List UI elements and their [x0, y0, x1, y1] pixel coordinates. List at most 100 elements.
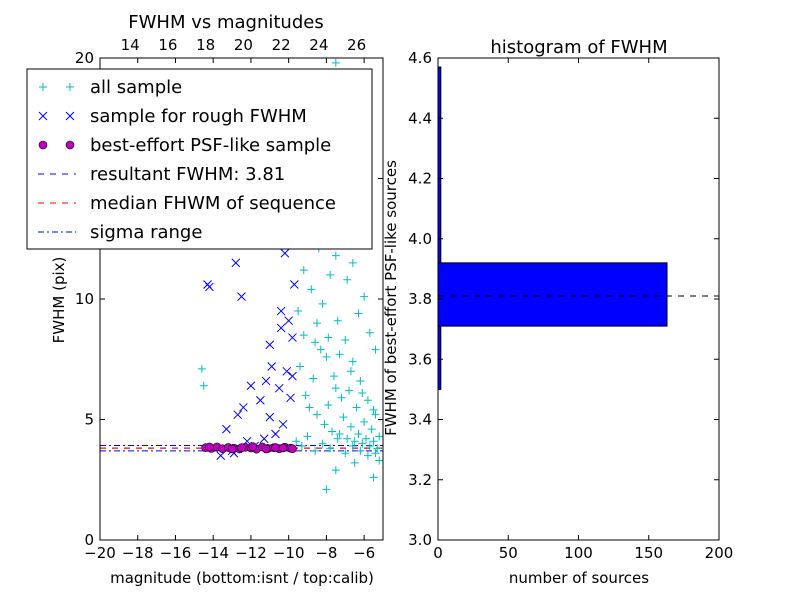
scatter-y-label: FWHM (pix) [50, 257, 68, 344]
histogram-x-ticks: 0 50 100 150 200 [433, 58, 733, 562]
scatter-point-x-17 [239, 403, 248, 412]
scatter-x-tick-label: −20 [84, 544, 116, 562]
scatter-top-ticks: 14 16 18 20 22 24 26 [121, 36, 366, 54]
legend-item: median FHWM of sequence [38, 193, 336, 214]
scatter-x-tick-label: −16 [160, 544, 192, 562]
scatter-point-plus-12 [333, 316, 342, 325]
scatter-point-x-27 [278, 419, 288, 429]
histogram-y-ticks: 3.0 3.2 3.4 3.6 3.8 4.0 4.2 4.4 4.6 [408, 49, 719, 549]
scatter-x-ticks: −20 −18 −16 −14 −12 −10 −8 −6 [84, 58, 375, 562]
scatter-point-circle-18 [271, 443, 280, 452]
scatter-point-plus-64 [292, 437, 301, 446]
scatter-top-tick-label: 22 [272, 36, 291, 54]
legend-label: median FHWM of sequence [90, 193, 336, 214]
scatter-top-tick-label: 24 [309, 36, 328, 54]
scatter-panel: FWHM vs magnitudes −20 −18 −16 −14 −12 −10 −8−… [26, 12, 384, 587]
legend-label: best-effort PSF-like sample [90, 135, 331, 156]
scatter-point-plus-59 [348, 258, 357, 267]
scatter-x-tick-label: −8 [315, 544, 337, 562]
scatter-point-plus-56 [331, 251, 340, 260]
scatter-x-label: magnitude (bottom:isnt / top:calib) [110, 569, 374, 587]
scatter-point-plus-47 [350, 458, 359, 467]
scatter-point-circle-22 [261, 444, 271, 454]
histogram-y-tick-label: 3.0 [408, 531, 432, 549]
scatter-point-x-31 [216, 451, 226, 461]
scatter-point-plus-72 [348, 442, 357, 451]
scatter-point-plus-22 [371, 410, 380, 419]
scatter-point-x-3 [237, 292, 246, 301]
histogram-x-tick-label: 0 [433, 544, 443, 562]
scatter-point-plus-33 [331, 384, 340, 393]
scatter-point-plus-11 [329, 372, 338, 381]
scatter-point-plus-79 [299, 331, 308, 340]
scatter-point-x-9 [280, 248, 290, 258]
histogram-y-tick-label: 3.4 [408, 411, 432, 429]
scatter-y-tick-label: 5 [84, 411, 94, 429]
histogram-y-tick-label: 3.6 [408, 350, 432, 368]
scatter-point-plus-32 [328, 427, 337, 436]
scatter-point-plus-35 [339, 413, 348, 422]
scatter-point-x-18 [233, 410, 243, 420]
histogram-y-tick-label: 3.8 [408, 290, 432, 308]
histogram-panel: histogram of FWHM 0 50 100 150 200 3.0 3.2 3.4… [382, 37, 733, 587]
histogram-x-label: number of sources [509, 569, 649, 587]
scatter-point-plus-15 [345, 386, 354, 395]
scatter-point-plus-63 [371, 345, 380, 354]
scatter-point-x-8 [276, 306, 286, 316]
scatter-point-plus-39 [354, 429, 363, 438]
scatter-point-plus-42 [365, 442, 374, 451]
scatter-point-x-23 [274, 383, 284, 393]
scatter-point-circle-23 [278, 443, 288, 453]
histogram-y-tick-label: 3.2 [408, 471, 432, 489]
scatter-point-plus-17 [352, 403, 361, 412]
scatter-point-x-16 [246, 381, 256, 391]
scatter-point-plus-49 [375, 456, 383, 465]
scatter-title: FWHM vs magnitudes [128, 12, 323, 33]
legend-item: sample for rough FWHM [38, 106, 307, 127]
scatter-point-x-2 [231, 258, 241, 268]
histogram-y-tick-label: 4.4 [408, 109, 432, 127]
scatter-point-plus-25 [301, 391, 310, 400]
legend-label: sigma range [90, 222, 202, 243]
scatter-point-plus-67 [311, 446, 320, 455]
scatter-point-x-11 [288, 333, 297, 342]
scatter-point-plus-58 [343, 275, 352, 284]
scatter-point-x-39 [276, 323, 286, 333]
histogram-y-tick-label: 4.2 [408, 170, 432, 188]
scatter-point-plus-41 [362, 434, 371, 443]
scatter-point-plus-61 [360, 292, 369, 301]
scatter-point-plus-3 [299, 266, 308, 275]
scatter-point-circle-20 [205, 442, 214, 452]
scatter-point-x-25 [286, 393, 295, 403]
legend-item: resultant FWHM: 3.81 [38, 164, 285, 185]
scatter-point-plus-65 [297, 442, 306, 451]
legend: all sample sample for rough FWHM best-effo… [26, 68, 373, 250]
scatter-point-plus-62 [365, 328, 374, 337]
scatter-point-x-19 [222, 424, 231, 434]
scatter-point-plus-31 [324, 401, 333, 410]
legend-marker-plus [39, 83, 47, 91]
legend-marker-plus [66, 83, 74, 91]
scatter-top-tick-label: 26 [347, 36, 366, 54]
legend-marker-x [38, 111, 48, 121]
scatter-point-plus-81 [324, 333, 333, 342]
histogram-title: histogram of FWHM [490, 37, 667, 58]
scatter-point-plus-29 [316, 345, 325, 354]
scatter-top-tick-label: 20 [234, 36, 253, 54]
scatter-point-plus-70 [333, 434, 342, 443]
scatter-point-plus-74 [363, 451, 372, 460]
scatter-point-plus-43 [369, 437, 378, 446]
scatter-top-tick-label: 14 [121, 36, 140, 54]
scatter-point-plus-18 [356, 376, 365, 385]
scatter-point-plus-0 [197, 364, 206, 373]
histogram-y-label: FWHM of best-effort PSF-like sources [382, 160, 400, 436]
scatter-point-plus-6 [311, 338, 320, 347]
scatter-point-plus-28 [312, 410, 321, 419]
legend-marker-circle [65, 140, 75, 150]
histogram-y-tick-label: 4.0 [408, 230, 432, 248]
scatter-point-plus-40 [358, 439, 367, 448]
legend-item: sigma range [38, 222, 202, 243]
scatter-point-plus-68 [318, 439, 327, 448]
scatter-point-x-24 [282, 366, 292, 376]
